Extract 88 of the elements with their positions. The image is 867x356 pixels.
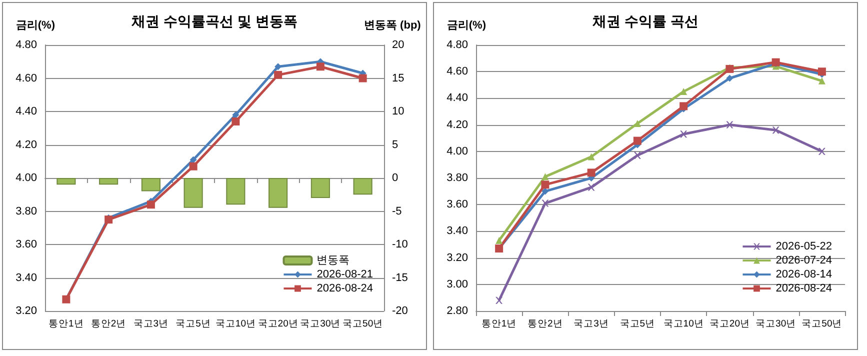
- y2-axis-title: 변동폭 (bp): [364, 20, 422, 32]
- point: [587, 168, 596, 177]
- chart-title: 채권 수익률곡선 및 변동폭: [130, 13, 298, 29]
- y2-tick-label: 20: [392, 39, 404, 51]
- point: [588, 153, 595, 160]
- x-tick-label: 국고20년: [709, 318, 750, 330]
- point: [680, 102, 688, 110]
- x-tick-label: 통안2년: [90, 318, 126, 330]
- point: [680, 130, 688, 138]
- point: [542, 200, 549, 207]
- chart-title: 채권 수익률 곡선: [592, 13, 698, 29]
- point: [316, 62, 324, 71]
- point: [189, 162, 198, 170]
- point: [190, 156, 197, 164]
- x-tick-label: 국고10년: [215, 318, 256, 330]
- x-tick-label: 국고50년: [342, 318, 384, 330]
- y-tick-label: 4.40: [16, 106, 37, 118]
- y-axis-title: 금리(%): [446, 20, 486, 32]
- y-tick-label: 4.80: [446, 39, 468, 51]
- x-tick-label: 국고30년: [756, 318, 796, 330]
- y-tick-label: 4.00: [16, 172, 37, 184]
- point: [541, 180, 550, 189]
- y-tick-label: 3.40: [16, 272, 37, 284]
- y-tick-label: 3.80: [446, 172, 468, 184]
- point: [542, 188, 549, 195]
- y-tick-label: 3.80: [16, 205, 37, 218]
- y-tick-label: 4.60: [16, 72, 37, 84]
- y2-tick-label: -15: [392, 272, 408, 284]
- y-tick-label: 4.40: [446, 92, 468, 104]
- y-tick-label: 4.20: [446, 118, 468, 131]
- y2-tick-label: 5: [392, 138, 398, 151]
- point: [726, 121, 734, 128]
- y-tick-label: 4.80: [16, 39, 37, 51]
- legend-label: 2026-08-21: [316, 268, 374, 280]
- x-tick-label: 국고3년: [133, 318, 169, 330]
- y2-tick-label: 15: [392, 72, 404, 84]
- point: [146, 200, 155, 209]
- point: [496, 237, 503, 244]
- y-tick-label: 4.00: [446, 145, 468, 158]
- point: [634, 152, 641, 159]
- point: [274, 70, 282, 79]
- y2-tick-label: 0: [392, 172, 398, 184]
- point: [634, 120, 641, 127]
- legend-label: 2026-08-24: [776, 282, 832, 294]
- x-tick-label: 통안1년: [48, 318, 84, 330]
- y2-tick-label: -20: [392, 305, 408, 317]
- point: [588, 184, 595, 191]
- y2-tick-label: -10: [392, 238, 408, 250]
- x-tick-label: 국고10년: [663, 318, 704, 330]
- point: [104, 216, 113, 224]
- point: [542, 173, 549, 180]
- y-tick-label: 3.00: [446, 278, 468, 290]
- point: [726, 74, 734, 82]
- y-tick-label: 3.40: [446, 225, 468, 238]
- point: [818, 68, 826, 76]
- legend-label: 2026-08-24: [316, 282, 374, 294]
- legend-label: 변동폭: [316, 254, 350, 266]
- y-tick-label: 3.60: [16, 238, 37, 250]
- point: [232, 117, 240, 126]
- y-tick-label: 4.60: [446, 66, 468, 78]
- y2-tick-label: 10: [392, 106, 404, 118]
- point: [818, 77, 826, 84]
- x-tick-label: 국고50년: [802, 318, 842, 330]
- y-tick-label: 4.20: [16, 138, 37, 151]
- legend-label: 2026-05-22: [776, 240, 832, 252]
- point: [358, 74, 367, 82]
- x-tick-label: 국고30년: [300, 318, 341, 330]
- x-tick-label: 통안2년: [528, 318, 563, 330]
- x-tick-label: 국고3년: [574, 318, 609, 330]
- y-axis-title: 금리(%): [16, 20, 56, 32]
- y-tick-label: 3.20: [16, 305, 37, 317]
- x-tick-label: 국고5년: [176, 318, 211, 330]
- point: [232, 111, 240, 118]
- point: [633, 136, 642, 145]
- point: [274, 63, 282, 70]
- point: [772, 126, 780, 134]
- legend-label: 2026-07-24: [776, 254, 832, 266]
- point: [496, 296, 503, 304]
- y-tick-label: 3.60: [446, 198, 468, 211]
- y2-tick-label: -5: [392, 205, 402, 218]
- legend-label: 2026-08-14: [776, 268, 832, 280]
- x-tick-label: 국고5년: [620, 318, 656, 330]
- y-tick-label: 3.20: [446, 252, 468, 264]
- point: [680, 88, 688, 96]
- x-tick-label: 통안1년: [481, 318, 517, 330]
- x-tick-label: 국고20년: [258, 318, 298, 330]
- y-tick-label: 2.80: [446, 305, 468, 317]
- point: [818, 148, 826, 155]
